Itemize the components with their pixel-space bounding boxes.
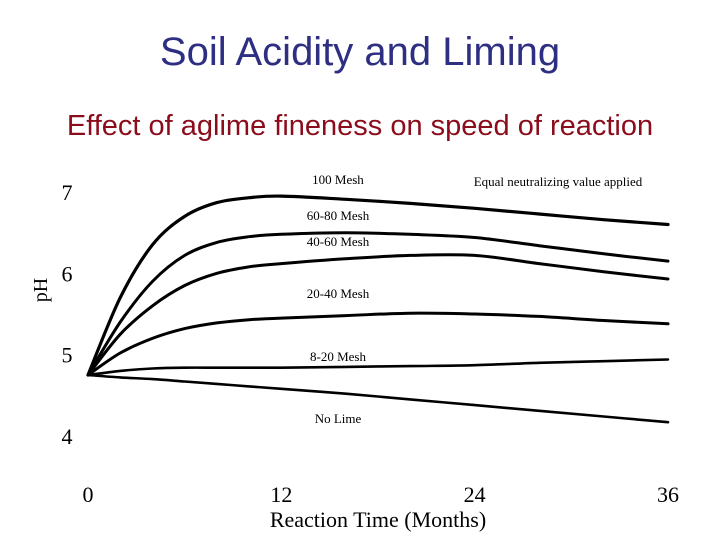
slide-title: Soil Acidity and Liming bbox=[159, 30, 561, 74]
y-tick-label-6: 6 bbox=[62, 261, 73, 286]
slide-subtitle: Effect of aglime fineness on speed of re… bbox=[66, 110, 654, 142]
series-line-40-60-mesh bbox=[86, 253, 670, 377]
series-line-20-40-mesh bbox=[86, 311, 670, 377]
series-label-60-80-mesh: 60-80 Mesh bbox=[307, 208, 370, 223]
x-tick-label-0: 0 bbox=[83, 482, 94, 507]
series-label-20-40-mesh: 20-40 Mesh bbox=[307, 286, 370, 301]
x-tick-label-12: 12 bbox=[270, 482, 292, 507]
series-line-no-lime bbox=[86, 373, 670, 424]
x-tick-label-36: 36 bbox=[657, 482, 679, 507]
y-tick-label-5: 5 bbox=[62, 343, 73, 368]
annotation-equal-neutralizing: Equal neutralizing value applied bbox=[474, 174, 643, 189]
x-tick-label-24: 24 bbox=[464, 482, 486, 507]
series-label-no-lime: No Lime bbox=[315, 411, 362, 426]
y-tick-label-7: 7 bbox=[62, 180, 73, 205]
series-label-40-60-mesh: 40-60 Mesh bbox=[307, 234, 370, 249]
series-label-8-20-mesh: 8-20 Mesh bbox=[310, 349, 366, 364]
x-axis-label: Reaction Time (Months) bbox=[270, 507, 486, 532]
y-tick-label-4: 4 bbox=[62, 424, 73, 449]
series-line-8-20-mesh bbox=[86, 358, 670, 377]
series-line-100-mesh bbox=[86, 194, 670, 377]
series-label-100-mesh: 100 Mesh bbox=[312, 172, 364, 187]
y-axis-label: pH bbox=[30, 278, 52, 302]
series-line-60-80-mesh bbox=[86, 231, 670, 377]
